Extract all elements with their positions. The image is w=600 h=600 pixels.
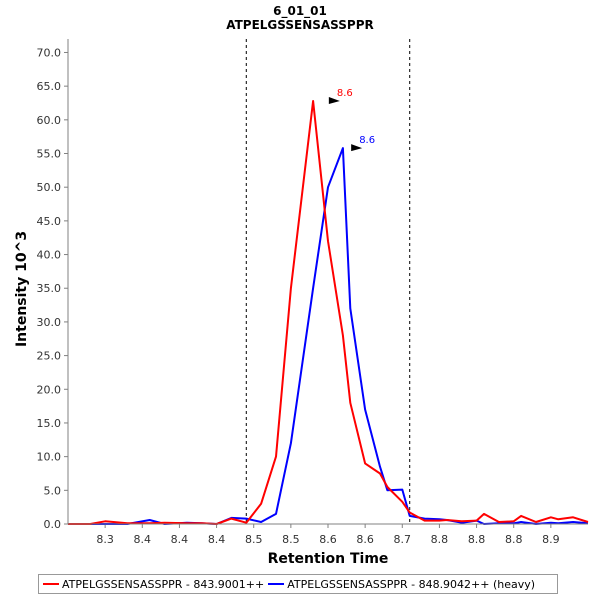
y-tick-label: 70.0	[37, 46, 62, 59]
x-tick-label: 8.7	[394, 533, 412, 546]
x-tick-label: 8.4	[171, 533, 189, 546]
peak-marker-arrow	[328, 96, 340, 104]
y-tick-label: 60.0	[37, 114, 62, 127]
peak-label: 8.6	[337, 88, 353, 99]
legend-label-heavy: ATPELGSSENSASSPPR - 848.9042++ (heavy)	[287, 577, 536, 591]
y-tick-label: 20.0	[37, 383, 62, 396]
chart-title: 6_01_01	[273, 4, 327, 19]
integration-bounds	[245, 39, 411, 524]
y-tick-label: 15.0	[37, 417, 62, 430]
legend-item-light: ATPELGSSENSASSPPR - 843.9001++	[43, 578, 264, 591]
legend-swatch-light	[43, 583, 59, 585]
series-lines	[68, 100, 589, 525]
y-tick-label: 35.0	[37, 282, 62, 295]
y-tick-label: 40.0	[37, 249, 62, 262]
legend-swatch-heavy	[268, 583, 285, 585]
y-axis: 0.0 5.0 10.0 15.0 20.0 25.0 30.0 35.0 40.0 45.0 50…	[37, 46, 68, 531]
y-tick-label: 30.0	[37, 316, 62, 329]
peak-marker-arrow	[351, 144, 363, 152]
chart-subtitle: ATPELGSSENSASSPPR	[226, 18, 374, 32]
x-tick-label: 8.8	[468, 533, 486, 546]
y-tick-label: 10.0	[37, 451, 62, 464]
plot-area	[68, 39, 588, 524]
y-tick-label: 50.0	[37, 181, 62, 194]
legend-item-heavy: ATPELGSSENSASSPPR - 848.9042++ (heavy)	[268, 578, 535, 591]
y-tick-label: 55.0	[37, 148, 62, 161]
x-tick-label: 8.3	[96, 533, 114, 546]
y-tick-label: 5.0	[44, 484, 62, 497]
x-axis-label: Retention Time	[268, 551, 389, 567]
y-tick-label: 45.0	[37, 215, 62, 228]
y-axis-label: Intensity 10^3	[14, 231, 30, 347]
x-tick-label: 8.6	[319, 533, 337, 546]
peak-annotations: 8.6 8.6	[328, 88, 375, 152]
y-tick-label: 0.0	[44, 518, 62, 531]
legend: ATPELGSSENSASSPPR - 843.9001++ ATPELGSSE…	[38, 574, 558, 594]
y-tick-label: 65.0	[37, 80, 62, 93]
x-tick-label: 8.6	[356, 533, 374, 546]
x-tick-label: 8.4	[134, 533, 152, 546]
series-line-light	[68, 100, 589, 525]
x-axis: 8.3 8.4 8.4 8.4 8.5 8.5 8.6 8.6 8.7 8.8 8.8 8.8 8.9	[96, 524, 560, 546]
x-tick-label: 8.4	[208, 533, 226, 546]
legend-label-light: ATPELGSSENSASSPPR - 843.9001++	[62, 577, 265, 591]
x-tick-label: 8.5	[245, 533, 263, 546]
x-tick-label: 8.9	[542, 533, 560, 546]
x-tick-label: 8.8	[505, 533, 523, 546]
y-tick-label: 25.0	[37, 350, 62, 363]
x-tick-label: 8.5	[282, 533, 300, 546]
x-tick-label: 8.8	[431, 533, 449, 546]
peak-label: 8.6	[359, 135, 375, 146]
